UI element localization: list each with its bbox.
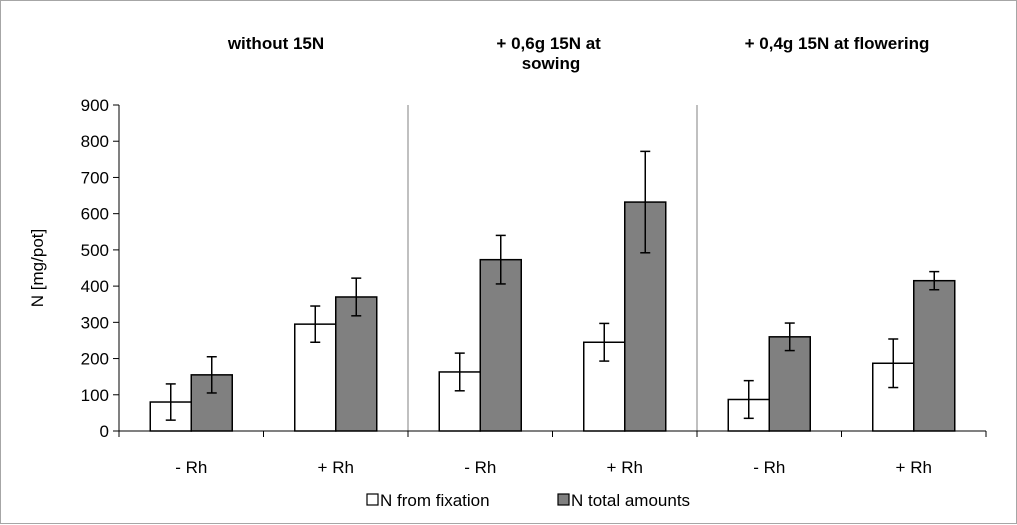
error-bar	[784, 322, 795, 352]
x-tick-label: - Rh	[753, 458, 785, 477]
error-bar	[454, 352, 465, 392]
y-tick-labels: 0 100 200 300 400 500 600 700 800 900	[81, 96, 109, 441]
bar	[913, 279, 956, 432]
x-tick-label: - Rh	[464, 458, 496, 477]
error-bar	[599, 322, 610, 362]
x-tick-label: + Rh	[318, 458, 354, 477]
legend-item: N from fixation	[366, 491, 490, 510]
y-tick-label: 200	[81, 350, 109, 369]
x-tick-label: - Rh	[175, 458, 207, 477]
y-tick-label: 800	[81, 132, 109, 151]
error-bar	[888, 338, 899, 389]
x-tick-label: + Rh	[607, 458, 643, 477]
bar	[335, 296, 378, 432]
legend-swatch	[557, 493, 570, 506]
error-bars	[165, 150, 940, 421]
error-bar	[640, 150, 651, 254]
bar	[768, 336, 811, 432]
y-axis-label: N [mg/pot]	[28, 229, 47, 307]
bar	[479, 258, 522, 432]
y-tick-label: 100	[81, 386, 109, 405]
x-tick-labels: - Rh + Rh - Rh + Rh - Rh + Rh	[175, 458, 932, 477]
error-bar	[310, 305, 321, 344]
legend: N from fixation N total amounts	[366, 491, 690, 510]
y-tick-label: 600	[81, 205, 109, 224]
error-bar	[929, 270, 940, 291]
group-titles: without 15N + 0,6g 15N at sowing + 0,4g …	[227, 34, 930, 73]
y-tick-label: 300	[81, 313, 109, 332]
error-bar	[165, 383, 176, 421]
error-bar	[351, 277, 362, 317]
axes	[113, 104, 987, 437]
group-title-3: + 0,4g 15N at flowering	[745, 34, 930, 53]
y-tick-label: 700	[81, 168, 109, 187]
legend-item: N total amounts	[557, 491, 690, 510]
group-title-2: + 0,6g 15N at sowing	[496, 34, 605, 73]
y-tick-label: 400	[81, 277, 109, 296]
bars	[149, 201, 956, 432]
error-bar	[743, 379, 754, 420]
y-tick-label: 900	[81, 96, 109, 115]
legend-label: N from fixation	[380, 491, 490, 510]
legend-swatch	[366, 493, 379, 506]
group-title-1: without 15N	[227, 34, 324, 53]
legend-label: N total amounts	[571, 491, 690, 510]
x-tick-label: + Rh	[896, 458, 932, 477]
group-dividers	[407, 105, 698, 431]
error-bar	[206, 355, 217, 394]
y-tick-label: 0	[100, 422, 109, 441]
y-tick-label: 500	[81, 241, 109, 260]
error-bar	[495, 234, 506, 285]
